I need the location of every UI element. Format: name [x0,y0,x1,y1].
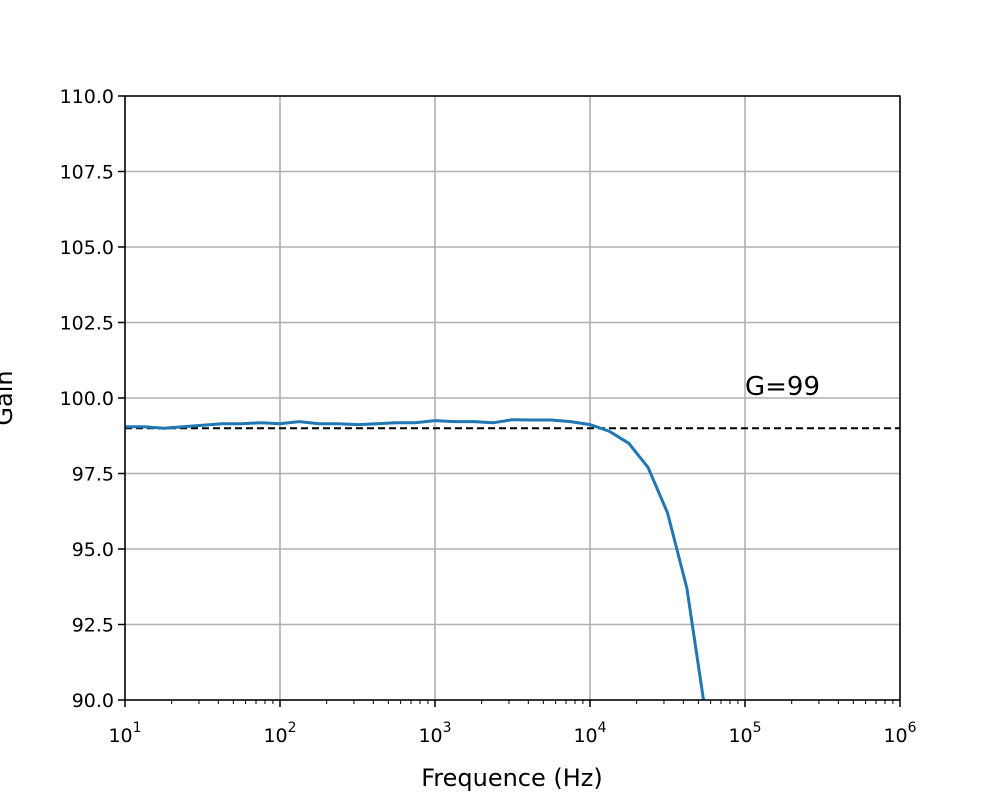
y-tick-label: 110.0 [60,86,114,108]
x-tick-label: 102 [263,720,296,747]
x-tick-label-exponent: 1 [133,720,142,736]
y-tick-label: 100.0 [60,388,114,410]
x-tick-label: 101 [108,720,141,747]
y-tick-label: 92.5 [72,615,114,637]
axes-frame [124,95,901,701]
x-tick-label-exponent: 6 [908,720,917,736]
annotation-label: G=99 [745,372,820,402]
x-tick-labels: 101 102 103 104 105 106 [108,720,916,747]
series-line-gain [125,418,705,700]
y-tick-label: 102.5 [60,313,114,335]
x-tick-label-base: 10 [263,725,287,747]
y-tick-label: 105.0 [60,237,114,259]
major-ticks [118,95,901,707]
plot-area [125,418,705,700]
x-tick-label-exponent: 4 [598,720,607,736]
x-tick-label: 106 [883,720,916,747]
y-tick-label: 95.0 [72,539,114,561]
x-tick-label-exponent: 3 [443,720,452,736]
y-axis-title: Gain [0,370,18,425]
x-tick-label-base: 10 [108,725,132,747]
x-tick-label: 103 [418,720,451,747]
x-tick-label-base: 10 [418,725,442,747]
minor-ticks [171,700,894,704]
y-tick-label: 107.5 [60,162,114,184]
x-tick-label: 105 [728,720,761,747]
x-tick-label-base: 10 [573,725,597,747]
y-tick-label: 90.0 [72,690,114,712]
x-tick-label-base: 10 [883,725,907,747]
grid [124,95,901,701]
y-tick-label: 97.5 [72,464,114,486]
x-tick-label-exponent: 5 [753,720,762,736]
x-tick-label-base: 10 [728,725,752,747]
x-tick-label: 104 [573,720,606,747]
x-tick-label-exponent: 2 [288,720,297,736]
x-axis-title: Frequence (Hz) [421,764,603,792]
y-tick-labels: 90.0 92.5 95.0 97.5 100.0 102.5 105.0 107.5 110.… [60,86,114,712]
